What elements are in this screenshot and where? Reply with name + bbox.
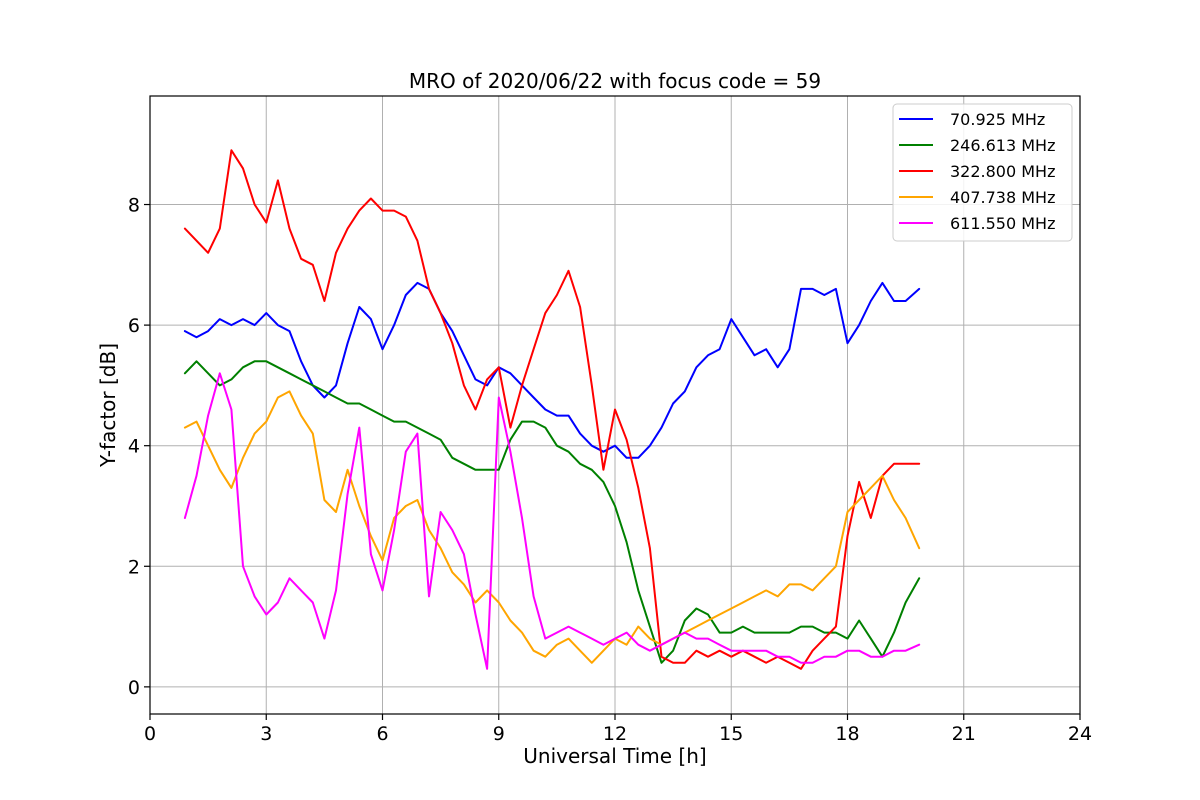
legend-label-407-738-mhz: 407.738 MHz — [950, 188, 1055, 207]
series-lines — [183, 149, 921, 670]
x-tick-label: 0 — [144, 723, 156, 745]
x-tick-label: 21 — [952, 723, 976, 745]
x-tick-label: 6 — [376, 723, 388, 745]
series-line-322-800-mhz — [183, 149, 921, 670]
y-tick-label: 6 — [128, 315, 140, 337]
x-axis-label: Universal Time [h] — [523, 744, 706, 768]
legend-label-246-613-mhz: 246.613 MHz — [950, 136, 1055, 155]
y-tick-label: 4 — [128, 436, 140, 458]
legend-box — [892, 103, 1073, 242]
x-tick-label: 18 — [835, 723, 859, 745]
series-line-611-550-mhz — [183, 372, 921, 670]
legend: 70.925 MHz 246.613 MHz 322.800 MHz 407.738 … — [892, 103, 1073, 242]
chart-title: MRO of 2020/06/22 with focus code = 59 — [409, 69, 821, 93]
series-line-70-925-mhz — [183, 281, 921, 459]
x-tick-label: 15 — [719, 723, 743, 745]
y-tick-label: 0 — [128, 677, 140, 699]
y-axis-label: Y-factor [dB] — [96, 343, 120, 468]
x-tick-label: 3 — [260, 723, 272, 745]
legend-label-70-925-mhz: 70.925 MHz — [950, 110, 1045, 129]
series-line-246-613-mhz — [183, 360, 921, 664]
series-line-407-738-mhz — [183, 390, 921, 664]
x-tick-label: 9 — [493, 723, 505, 745]
x-tick-label: 12 — [603, 723, 627, 745]
legend-label-322-800-mhz: 322.800 MHz — [950, 162, 1055, 181]
x-tick-label: 24 — [1068, 723, 1092, 745]
y-tick-label: 8 — [128, 195, 140, 217]
legend-entries: 70.925 MHz 246.613 MHz 322.800 MHz 407.738 … — [899, 110, 1055, 233]
y-tick-label: 2 — [128, 556, 140, 578]
legend-label-611-550-mhz: 611.550 MHz — [950, 214, 1055, 233]
